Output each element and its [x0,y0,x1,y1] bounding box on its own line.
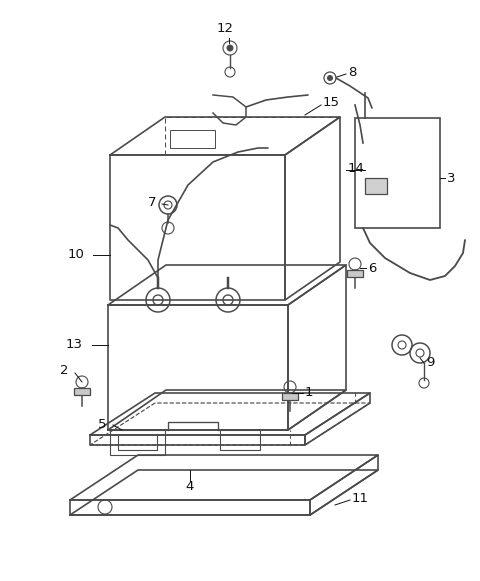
Bar [170,130,215,148]
Bar [74,388,90,395]
Text: 11: 11 [352,492,369,504]
Text: 3: 3 [447,171,456,185]
Text: 13: 13 [66,339,83,352]
Text: 12: 12 [216,21,233,34]
Text: 5: 5 [98,418,107,432]
Text: 8: 8 [348,66,356,78]
Text: 2: 2 [60,364,69,376]
Bar [355,118,440,228]
Bar [282,393,298,400]
Text: 15: 15 [323,96,340,109]
Text: 4: 4 [186,480,194,493]
Circle shape [227,45,233,51]
Bar [365,178,387,194]
Bar [220,430,260,450]
Text: 10: 10 [68,249,85,261]
Text: 9: 9 [426,357,434,370]
Bar [347,270,363,277]
Text: 6: 6 [368,261,376,274]
Text: 1: 1 [305,386,313,400]
Text: 7: 7 [148,195,156,209]
Text: 14: 14 [348,162,365,174]
Bar [110,430,165,455]
Circle shape [327,76,333,81]
